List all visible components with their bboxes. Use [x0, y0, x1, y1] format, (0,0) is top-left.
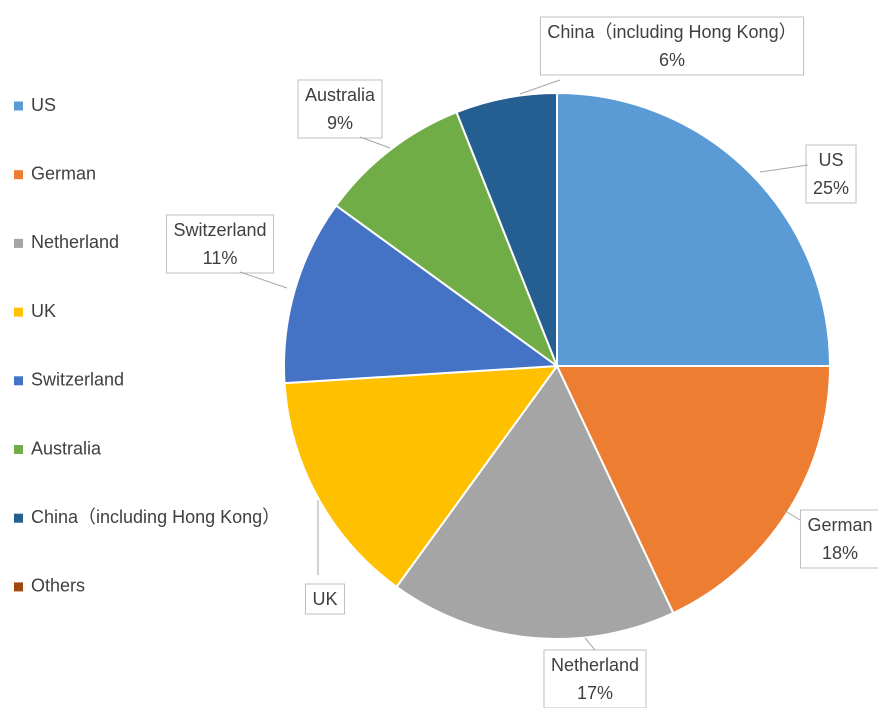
- data-label-box: [805, 144, 857, 204]
- legend-swatch: [14, 445, 23, 454]
- pie-slice: [395, 364, 675, 640]
- legend-label: US: [31, 95, 56, 115]
- legend-label: Others: [31, 576, 85, 596]
- pie-slice: [334, 110, 560, 369]
- leader-line: [239, 271, 288, 289]
- pie-slice: [283, 364, 560, 589]
- legend-swatch: [14, 170, 23, 180]
- pie-slice: [455, 91, 558, 367]
- legend-swatch: [14, 238, 23, 248]
- data-label-value: 17%: [577, 683, 613, 703]
- legend-label: China（including Hong Kong）: [31, 507, 280, 527]
- legend-swatch: [14, 582, 23, 592]
- legend-swatch: [14, 513, 23, 523]
- data-label-value: 6%: [659, 50, 685, 70]
- pie-slice: [283, 204, 560, 385]
- legend-label: Switzerland: [31, 370, 124, 390]
- data-label-name: China（including Hong Kong）: [547, 22, 796, 42]
- data-label-box: [539, 16, 805, 76]
- data-label-value: 11%: [203, 248, 238, 268]
- data-label-box: [304, 583, 346, 615]
- legend-label: Australia: [31, 438, 102, 458]
- leader-line: [359, 136, 391, 149]
- data-label-name: Australia: [305, 85, 376, 105]
- data-label-box: [799, 509, 878, 569]
- legend-label: Netherland: [31, 232, 119, 252]
- data-label-name: German: [807, 515, 872, 535]
- legend-label: German: [31, 163, 96, 183]
- data-label-name: US: [818, 150, 843, 170]
- legend-swatch: [14, 376, 23, 386]
- leader-line: [584, 637, 596, 651]
- data-label-box: [297, 79, 383, 139]
- data-label-box: [165, 214, 275, 274]
- data-label-value: 25%: [813, 178, 849, 198]
- data-label-value: 18%: [822, 543, 858, 563]
- data-label-name: Netherland: [551, 655, 639, 675]
- legend-label: UK: [31, 301, 56, 321]
- leader-line: [759, 164, 809, 173]
- legend-swatch: [14, 101, 23, 111]
- leader-line: [519, 79, 561, 95]
- leader-line: [783, 509, 801, 521]
- data-label-name: Switzerland: [173, 220, 266, 240]
- pie-slice: [556, 91, 832, 367]
- data-label-name: UK: [312, 589, 337, 609]
- legend-swatch: [14, 307, 23, 317]
- data-label-value: 9%: [327, 113, 353, 133]
